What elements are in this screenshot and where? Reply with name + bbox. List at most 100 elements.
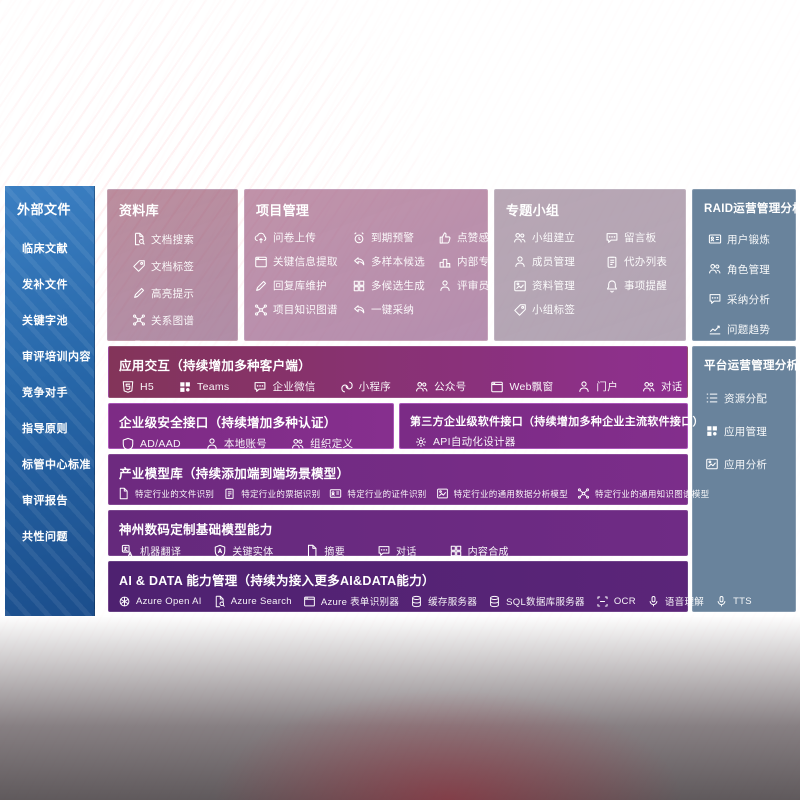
row-title: AI & DATA 能力管理（持续为接入更多AI&DATA能力）	[119, 574, 435, 588]
feature-item[interactable]: 对话	[642, 379, 683, 394]
feature-item[interactable]: 机器翻译	[121, 543, 181, 558]
feature-item[interactable]: Teams	[178, 380, 229, 394]
feature-item[interactable]: 缓存服务器	[410, 594, 477, 608]
feature-item[interactable]: 关系图谱	[132, 310, 237, 330]
feature-item[interactable]: 点赞感谢	[438, 230, 522, 245]
chat-analysis-icon	[708, 292, 722, 306]
feature-label: 项目知识图谱	[273, 304, 338, 316]
sidebar-item[interactable]: 竞争对手	[22, 387, 68, 399]
feature-label: 特定行业的文件识别	[135, 488, 215, 499]
feature-item[interactable]: 本地账号	[205, 436, 267, 451]
feature-item[interactable]: 问题趋势	[708, 319, 795, 339]
feature-label: 本地账号	[223, 438, 268, 450]
feature-item[interactable]: 关键实体	[213, 543, 273, 558]
sidebar-item[interactable]: 临床文献	[22, 243, 68, 255]
feature-item[interactable]: 多样本候选	[352, 254, 438, 269]
feature-item[interactable]: 一键采纳	[352, 302, 438, 317]
feature-item[interactable]: 特定行业的票据识别	[223, 487, 320, 500]
feature-label: 问题趋势	[727, 323, 771, 336]
feature-label: Azure Search	[230, 595, 292, 607]
cloud-upload-icon	[254, 231, 268, 245]
feature-item[interactable]: 组织定义	[291, 436, 353, 451]
feature-item[interactable]: 事项提醒	[605, 278, 685, 293]
feature-item[interactable]: 小程序	[340, 379, 391, 394]
feature-label: 企业微信	[272, 381, 316, 393]
official-account-icon	[415, 380, 429, 394]
platform-analysis-panel: 平台运营管理分析 资源分配 应用管理 应用分析	[692, 346, 798, 612]
feature-item[interactable]: 公众号	[415, 379, 466, 394]
feature-item[interactable]: 采纳分析	[708, 289, 795, 309]
feature-item[interactable]: 代办列表	[605, 254, 685, 269]
feature-item[interactable]: 到期预警	[352, 230, 438, 245]
feature-list: 小组建立 留言板 成员管理 代办列表资料管理 事项提醒 小组标签	[495, 226, 685, 317]
feature-label: 采纳分析	[727, 293, 771, 306]
feature-list: 用户锻炼角色管理采纳分析问题趋势	[693, 223, 795, 339]
feature-item[interactable]: 关键信息提取	[254, 254, 352, 269]
thirdparty-software-box: 第三方企业级软件接口（持续增加多种企业主流软件接口） API自动化设计器	[399, 403, 704, 449]
feature-item[interactable]: 特定行业的证件识别	[329, 487, 426, 500]
feature-item[interactable]: 用户锻炼	[708, 229, 795, 249]
feature-item[interactable]: AD/AAD	[121, 437, 181, 451]
pencil-icon	[254, 279, 268, 293]
feature-item[interactable]: 特定行业的文件识别	[117, 487, 214, 500]
ad-shield-icon	[121, 437, 135, 451]
row-title: 应用交互（持续增加多种客户端）	[119, 359, 312, 373]
feature-item[interactable]: 角色管理	[708, 259, 795, 279]
data-model-icon	[436, 487, 449, 500]
sidebar-item[interactable]: 发补文件	[22, 279, 68, 291]
feature-item[interactable]: 门户	[577, 379, 618, 394]
feature-item[interactable]: 小组标签	[513, 302, 605, 317]
feature-label: 关键信息提取	[273, 256, 338, 268]
feature-item[interactable]: 内容合成	[449, 543, 509, 558]
feature-item[interactable]: Azure 表单识别器	[303, 594, 399, 608]
sidebar-item[interactable]: 审评培训内容	[22, 351, 91, 363]
feature-item[interactable]: SQL数据库服务器	[488, 594, 585, 608]
feature-label: 代办列表	[624, 256, 668, 268]
feature-item[interactable]: 应用分析	[705, 454, 795, 474]
feature-item[interactable]: 文档搜索	[132, 229, 237, 249]
feature-item[interactable]: API自动化设计器	[414, 434, 516, 449]
sidebar-item[interactable]: 指导原则	[22, 423, 68, 435]
feature-item[interactable]: 留言板	[605, 230, 685, 245]
cert-id-icon	[329, 487, 342, 500]
sidebar-item[interactable]: 审评报告	[22, 495, 68, 507]
feature-label: 关系图谱	[151, 314, 195, 327]
feature-item[interactable]: 成员管理	[513, 254, 605, 269]
panel-title: 项目管理	[256, 203, 310, 218]
feature-item[interactable]: H5	[121, 380, 154, 394]
sidebar-item[interactable]: 标管中心标准	[22, 459, 91, 471]
feature-label: 一键采纳	[371, 304, 415, 316]
feature-item[interactable]: 项目知识图谱	[254, 302, 352, 317]
feature-item[interactable]: 问卷上传	[254, 230, 352, 245]
sidebar-item[interactable]: 关键字池	[22, 315, 68, 327]
app-chart-icon	[705, 457, 719, 471]
feature-item[interactable]: 摘要	[305, 543, 345, 558]
feature-item[interactable]: 特定行业的通用知识图谱模型	[577, 487, 709, 500]
feature-item[interactable]: 回复库维护	[254, 278, 352, 293]
feature-item[interactable]: TTS	[715, 595, 752, 608]
feature-item[interactable]: 应用管理	[705, 421, 795, 441]
feature-item[interactable]: OCR	[596, 595, 636, 608]
sidebar-item[interactable]: 共性问题	[22, 531, 68, 543]
knowledge-graph-icon	[254, 303, 268, 317]
people-icon	[513, 231, 527, 245]
data-library-panel: 资料库 文档搜索文档标签高亮提示关系图谱文档分类	[107, 189, 238, 354]
feature-item[interactable]: 资源分配	[705, 388, 795, 408]
feature-list: API自动化设计器	[400, 434, 687, 449]
feature-item[interactable]: 小组建立	[513, 230, 605, 245]
feature-item[interactable]: Azure Open AI	[118, 595, 202, 608]
feature-item[interactable]: 对话	[377, 543, 417, 558]
feature-item[interactable]: 多候选生成	[352, 278, 438, 293]
feature-item[interactable]: 资料管理	[513, 278, 605, 293]
feature-label: TTS	[733, 595, 752, 607]
feature-item[interactable]: 企业微信	[253, 379, 315, 394]
feature-item[interactable]: Web飘窗	[490, 379, 553, 394]
feature-item[interactable]: 语音理解	[647, 594, 704, 608]
feature-item[interactable]: 高亮提示	[132, 283, 237, 303]
feature-item[interactable]: 特定行业的通用数据分析模型	[436, 487, 568, 500]
feature-item[interactable]: 文档标签	[132, 256, 237, 276]
feature-label: 应用分析	[724, 458, 768, 471]
panel-title: 资料库	[119, 203, 159, 218]
feature-item[interactable]: Azure Search	[213, 595, 292, 608]
